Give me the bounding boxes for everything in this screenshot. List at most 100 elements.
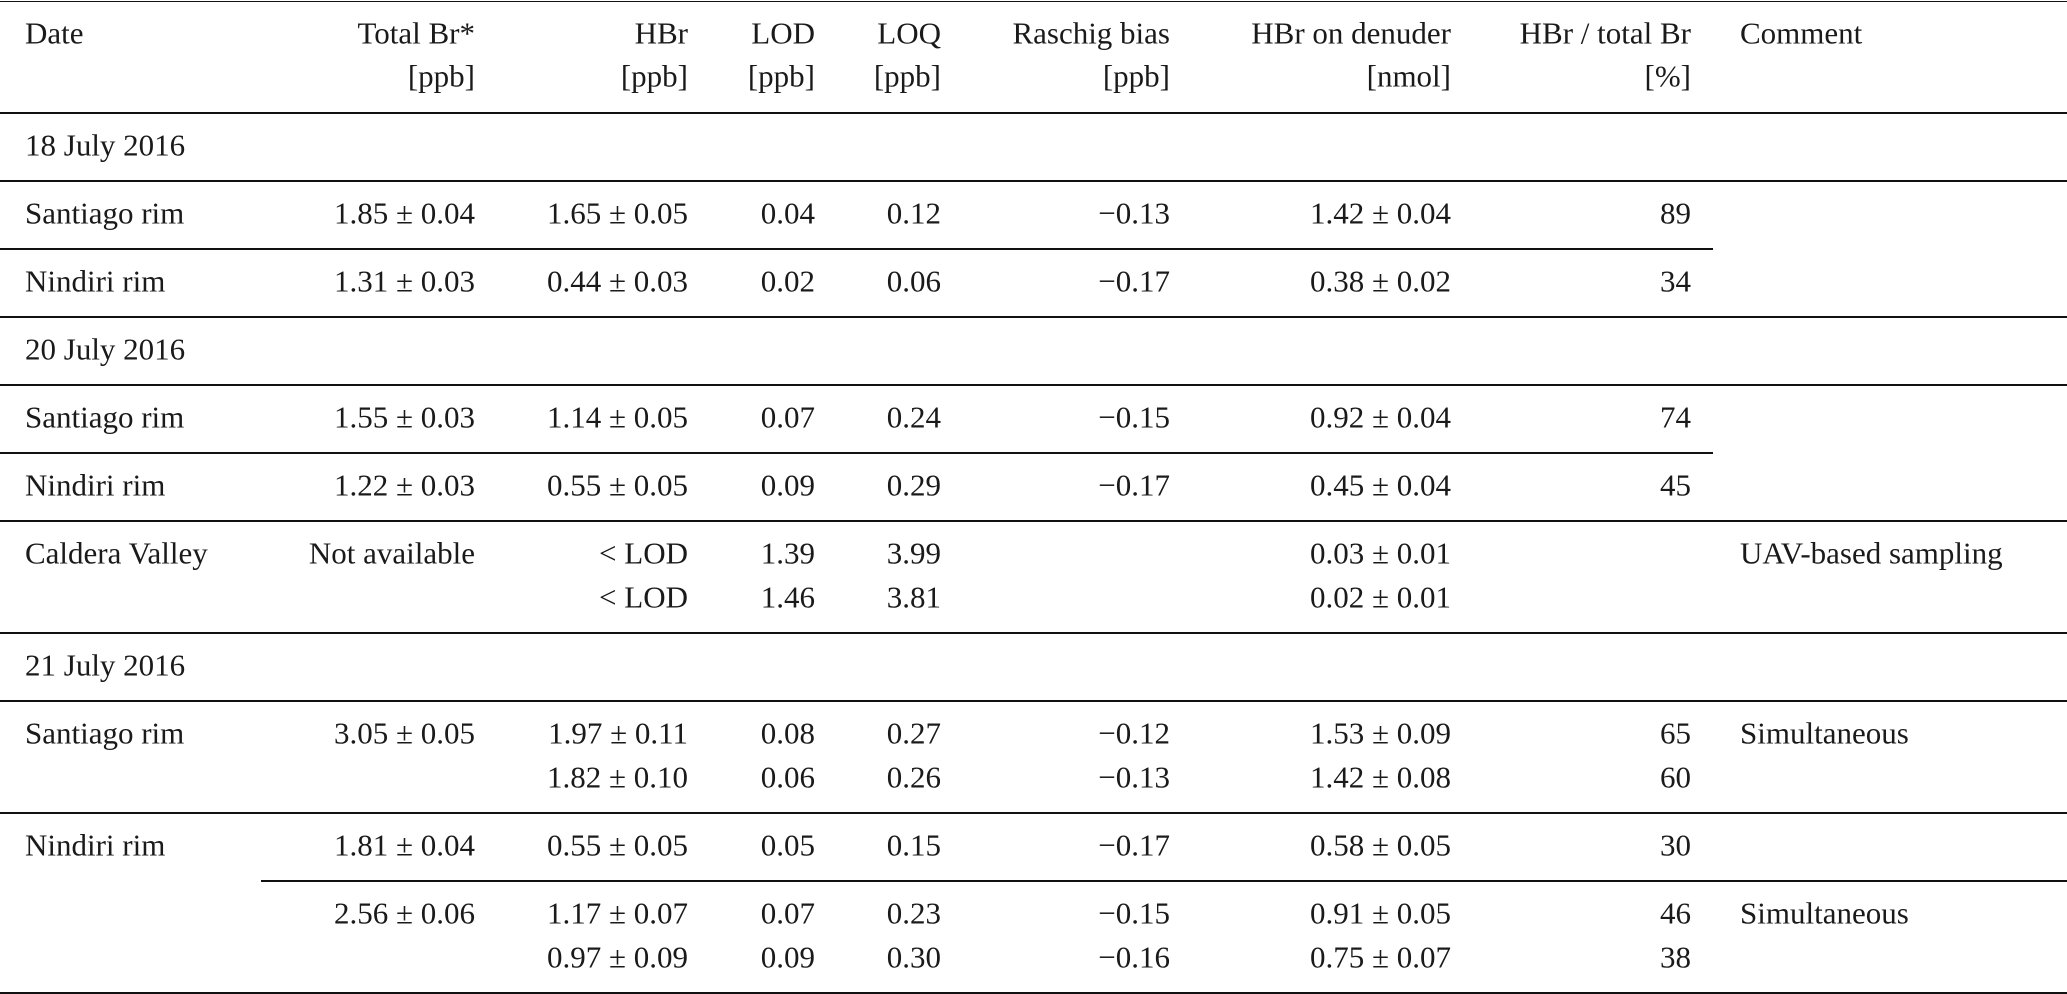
rule	[0, 112, 2067, 114]
column-header: HBr / total Br	[1519, 15, 1691, 51]
column-header: HBr on denuder	[1251, 15, 1451, 51]
rule	[0, 452, 1713, 454]
cell: 0.12	[886, 195, 941, 231]
cell: 30	[1660, 827, 1691, 863]
column-header: Date	[25, 15, 84, 51]
cell: Not available	[308, 535, 475, 571]
cell: 0.58 ± 0.05	[1309, 827, 1451, 863]
column-header: Raschig bias	[1012, 15, 1170, 51]
cell: 38	[1660, 939, 1691, 975]
column-header: Total Br*	[357, 15, 475, 51]
cell: 74	[1660, 399, 1691, 435]
section-date: 20 July 2016	[25, 331, 186, 367]
site: Nindiri rim	[25, 827, 166, 863]
site: Santiago rim	[25, 195, 185, 231]
section-date: 21 July 2016	[25, 647, 186, 683]
cell: 1.42 ± 0.04	[1309, 195, 1451, 231]
cell: −0.12	[1098, 715, 1170, 751]
cell: 0.09	[760, 467, 815, 503]
rule	[0, 384, 2067, 386]
comment: Simultaneous	[1740, 895, 1909, 931]
cell: −0.13	[1098, 759, 1170, 795]
cell: 0.07	[760, 895, 815, 931]
cell: 0.06	[760, 759, 815, 795]
cell: −0.16	[1098, 939, 1170, 975]
cell: 0.02	[760, 263, 815, 299]
cell: 0.92 ± 0.04	[1309, 399, 1451, 435]
cell: 1.46	[760, 579, 815, 615]
cell: 65	[1660, 715, 1691, 751]
cell: 0.06	[886, 263, 941, 299]
cell: 0.44 ± 0.03	[546, 263, 688, 299]
cell: 2.56 ± 0.06	[333, 895, 475, 931]
cell: −0.17	[1098, 467, 1170, 503]
cell: 89	[1660, 195, 1691, 231]
cell: −0.17	[1098, 263, 1170, 299]
cell: 0.27	[886, 715, 941, 751]
column-unit: [%]	[1644, 58, 1691, 94]
rule	[0, 632, 2067, 634]
cell: 0.91 ± 0.05	[1309, 895, 1451, 931]
cell: −0.13	[1098, 195, 1170, 231]
cell: 1.39	[760, 535, 815, 571]
cell: 46	[1660, 895, 1691, 931]
column-unit: [ppb]	[620, 58, 688, 94]
cell: 0.08	[760, 715, 815, 751]
site: Nindiri rim	[25, 263, 166, 299]
cell: 0.23	[886, 895, 941, 931]
column-header: LOQ	[877, 15, 941, 51]
rule	[0, 992, 2067, 994]
rule	[0, 700, 2067, 702]
cell: 1.42 ± 0.08	[1309, 759, 1451, 795]
cell: 1.82 ± 0.10	[546, 759, 688, 795]
cell: 0.75 ± 0.07	[1309, 939, 1451, 975]
site: Santiago rim	[25, 399, 185, 435]
site: Caldera Valley	[25, 535, 208, 571]
cell: 3.05 ± 0.05	[333, 715, 475, 751]
cell: 45	[1660, 467, 1691, 503]
cell: 0.45 ± 0.04	[1309, 467, 1451, 503]
rule	[0, 316, 2067, 318]
cell: 0.30	[886, 939, 941, 975]
cell: 1.17 ± 0.07	[546, 895, 688, 931]
cell: 0.02 ± 0.01	[1309, 579, 1451, 615]
rule	[0, 812, 2067, 814]
comment: UAV-based sampling	[1740, 535, 2003, 571]
cell: 1.65 ± 0.05	[546, 195, 688, 231]
cell: 1.81 ± 0.04	[333, 827, 475, 863]
section-date: 18 July 2016	[25, 127, 186, 163]
cell: −0.15	[1098, 399, 1170, 435]
cell: 0.04	[760, 195, 815, 231]
column-header: Comment	[1740, 15, 1863, 51]
cell: 0.29	[886, 467, 941, 503]
comment: Simultaneous	[1740, 715, 1909, 751]
column-unit: [ppb]	[407, 58, 475, 94]
site: Santiago rim	[25, 715, 185, 751]
cell: 3.81	[886, 579, 941, 615]
cell: < LOD	[599, 535, 688, 571]
rule	[0, 248, 1713, 250]
column-unit: [ppb]	[873, 58, 941, 94]
rule	[0, 180, 2067, 182]
cell: 34	[1660, 263, 1691, 299]
cell: 0.07	[760, 399, 815, 435]
cell: 0.97 ± 0.09	[546, 939, 688, 975]
cell: 0.55 ± 0.05	[546, 467, 688, 503]
cell: 1.22 ± 0.03	[333, 467, 475, 503]
cell: 1.55 ± 0.03	[333, 399, 475, 435]
column-unit: [ppb]	[1102, 58, 1170, 94]
cell: 60	[1660, 759, 1691, 795]
cell: 1.85 ± 0.04	[333, 195, 475, 231]
cell: 1.53 ± 0.09	[1309, 715, 1451, 751]
cell: 0.03 ± 0.01	[1309, 535, 1451, 571]
column-unit: [nmol]	[1366, 58, 1451, 94]
cell: −0.17	[1098, 827, 1170, 863]
cell: < LOD	[599, 579, 688, 615]
cell: 0.26	[886, 759, 941, 795]
column-unit: [ppb]	[747, 58, 815, 94]
rule	[261, 880, 2067, 882]
cell: 1.97 ± 0.11	[548, 715, 688, 751]
site: Nindiri rim	[25, 467, 166, 503]
cell: 1.31 ± 0.03	[333, 263, 475, 299]
